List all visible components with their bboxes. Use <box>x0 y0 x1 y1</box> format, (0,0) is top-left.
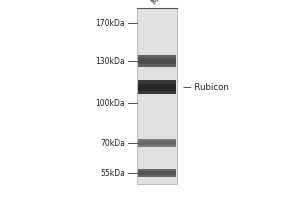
Bar <box>136 8 177 184</box>
Text: — Rubicon: — Rubicon <box>183 83 229 92</box>
Bar <box>138 141 176 145</box>
Bar <box>138 139 176 147</box>
Bar <box>138 58 176 64</box>
Text: 70kDa: 70kDa <box>100 138 125 148</box>
Text: 130kDa: 130kDa <box>95 56 125 66</box>
Text: Mouse brain: Mouse brain <box>150 0 192 6</box>
Bar <box>138 169 176 177</box>
Bar <box>138 171 176 175</box>
Text: 100kDa: 100kDa <box>95 98 125 108</box>
Text: 55kDa: 55kDa <box>100 168 125 178</box>
Bar <box>138 55 176 66</box>
Bar <box>138 80 176 94</box>
Text: 170kDa: 170kDa <box>95 19 125 27</box>
Bar <box>138 84 176 90</box>
